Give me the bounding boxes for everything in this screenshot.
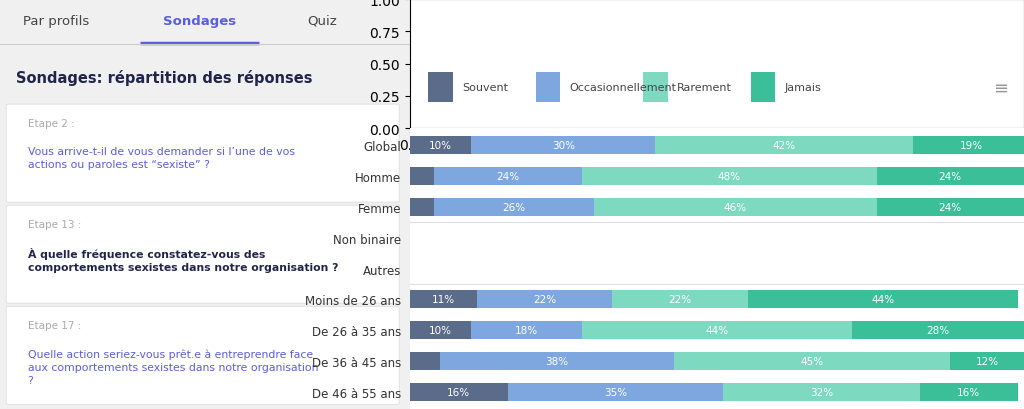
FancyBboxPatch shape [6,206,399,303]
Text: 38%: 38% [546,356,568,366]
Bar [643,73,668,103]
Bar [612,291,748,309]
Text: 45%: 45% [801,356,823,366]
Text: 16%: 16% [957,387,980,397]
Bar [674,352,950,370]
Text: 30%: 30% [552,141,574,151]
FancyBboxPatch shape [6,105,399,202]
Bar [410,383,508,401]
Bar [920,383,1018,401]
Text: 44%: 44% [871,295,894,305]
Bar [410,198,434,216]
Bar [477,291,612,309]
Bar [434,198,594,216]
Bar [913,137,1024,155]
Bar [508,383,723,401]
Text: Etape 17 :: Etape 17 : [28,321,81,330]
Text: 32%: 32% [810,387,833,397]
Text: 12%: 12% [976,356,998,366]
Text: 22%: 22% [669,295,691,305]
Text: 24%: 24% [939,202,962,212]
Bar [410,352,440,370]
Text: Vous arrive-t-il de vous demander si l’une de vos
actions ou paroles est “sexist: Vous arrive-t-il de vous demander si l’u… [28,146,295,170]
Text: 10%: 10% [429,326,452,335]
Bar [655,137,913,155]
Text: Occasionnellement: Occasionnellement [569,83,676,93]
Text: ≡: ≡ [993,79,1009,97]
Bar [410,168,434,186]
Text: 26%: 26% [503,202,525,212]
Text: 28%: 28% [927,326,949,335]
Text: Etape 13 :: Etape 13 : [28,220,81,229]
Bar [594,198,877,216]
Text: Par profils: Par profils [24,15,89,28]
Text: 35%: 35% [604,387,627,397]
Bar [536,73,560,103]
Bar [434,168,582,186]
Text: 19%: 19% [961,141,983,151]
Text: 46%: 46% [724,202,746,212]
Bar [852,321,1024,339]
Text: 44%: 44% [706,326,728,335]
Bar [751,73,775,103]
Text: 42%: 42% [773,141,796,151]
Text: Quiz: Quiz [307,15,338,28]
Text: Etape 2 :: Etape 2 : [28,119,75,129]
Bar [877,198,1024,216]
Bar [440,352,674,370]
Text: Rarement: Rarement [677,83,732,93]
Bar [471,137,655,155]
Bar [410,291,477,309]
Bar [723,383,920,401]
Text: Quelle action seriez-vous prêt.e à entreprendre face
aux comportements sexistes : Quelle action seriez-vous prêt.e à entre… [28,348,318,385]
Text: 16%: 16% [447,387,470,397]
Bar [410,137,471,155]
Text: Souvent: Souvent [462,83,508,93]
Bar [428,73,453,103]
Bar [410,321,471,339]
Bar [582,168,877,186]
Text: Sondages: répartition des réponses: Sondages: répartition des réponses [16,70,312,86]
Bar [748,291,1018,309]
Bar [950,352,1024,370]
Text: 18%: 18% [515,326,538,335]
Bar [877,168,1024,186]
Text: 22%: 22% [534,295,556,305]
Text: 11%: 11% [432,295,455,305]
Text: À quelle fréquence constatez-vous des
comportements sexistes dans notre organisa: À quelle fréquence constatez-vous des co… [28,247,338,272]
Bar [471,321,582,339]
Text: Jamais: Jamais [784,83,821,93]
Bar [582,321,852,339]
Text: 10%: 10% [429,141,452,151]
FancyBboxPatch shape [6,307,399,405]
Text: 48%: 48% [718,171,740,182]
Text: Sondages: Sondages [163,15,237,28]
Text: 24%: 24% [497,171,519,182]
Text: 24%: 24% [939,171,962,182]
